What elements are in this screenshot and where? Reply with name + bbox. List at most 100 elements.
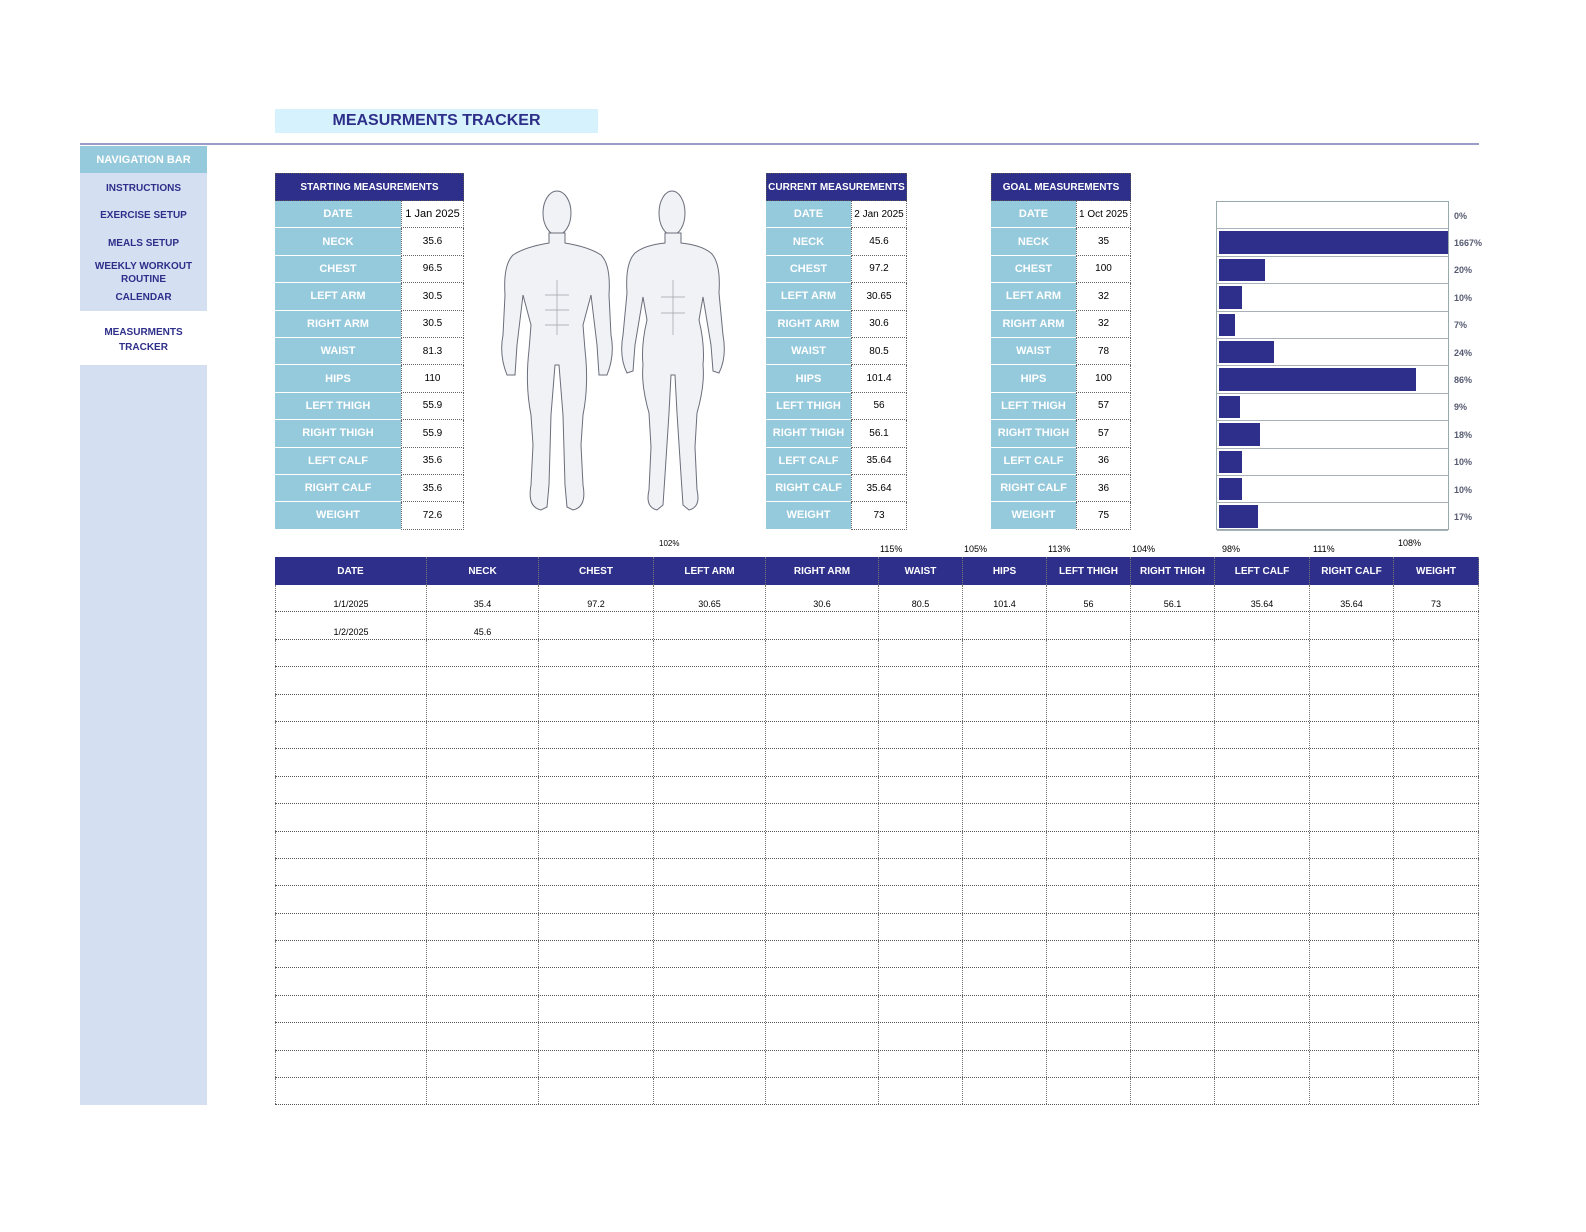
log-cell[interactable] bbox=[1047, 694, 1131, 721]
log-cell[interactable] bbox=[1394, 1023, 1479, 1050]
log-cell[interactable] bbox=[427, 667, 539, 694]
log-cell[interactable] bbox=[879, 776, 963, 804]
log-cell[interactable] bbox=[539, 749, 654, 776]
log-cell[interactable] bbox=[1215, 1023, 1310, 1050]
log-cell[interactable] bbox=[963, 694, 1047, 721]
log-cell[interactable] bbox=[1310, 858, 1394, 886]
starting-value-right-arm[interactable]: 30.5 bbox=[401, 310, 464, 338]
current-value-neck[interactable]: 45.6 bbox=[851, 228, 907, 256]
log-cell[interactable] bbox=[879, 831, 963, 858]
log-cell[interactable] bbox=[963, 1050, 1047, 1078]
log-cell[interactable]: 35.64 bbox=[1310, 585, 1394, 612]
log-cell[interactable] bbox=[1047, 721, 1131, 749]
current-value-chest[interactable]: 97.2 bbox=[851, 255, 907, 284]
log-cell[interactable] bbox=[1131, 749, 1215, 776]
log-cell[interactable] bbox=[879, 858, 963, 886]
log-cell[interactable] bbox=[963, 612, 1047, 639]
log-cell[interactable] bbox=[963, 886, 1047, 913]
log-cell[interactable] bbox=[1394, 804, 1479, 831]
log-cell[interactable] bbox=[654, 941, 766, 968]
log-cell[interactable] bbox=[963, 639, 1047, 667]
log-cell[interactable] bbox=[654, 804, 766, 831]
log-cell[interactable] bbox=[427, 721, 539, 749]
log-cell[interactable] bbox=[1131, 1078, 1215, 1105]
log-cell[interactable] bbox=[275, 913, 427, 941]
log-cell[interactable] bbox=[766, 667, 879, 694]
log-cell[interactable] bbox=[963, 749, 1047, 776]
log-cell[interactable] bbox=[766, 749, 879, 776]
log-cell[interactable]: 35.4 bbox=[427, 585, 539, 612]
nav-item-meals-setup[interactable]: MEALS SETUP bbox=[107, 238, 180, 249]
starting-value-right-thigh[interactable]: 55.9 bbox=[401, 420, 464, 448]
starting-value-waist[interactable]: 81.3 bbox=[401, 337, 464, 366]
goal-value-weight[interactable]: 75 bbox=[1076, 502, 1131, 530]
log-cell[interactable] bbox=[879, 721, 963, 749]
log-cell[interactable] bbox=[427, 694, 539, 721]
log-cell[interactable] bbox=[1394, 639, 1479, 667]
log-cell[interactable] bbox=[1131, 804, 1215, 831]
goal-value-left-arm[interactable]: 32 bbox=[1076, 283, 1131, 311]
log-cell[interactable] bbox=[1047, 913, 1131, 941]
log-cell[interactable] bbox=[879, 1050, 963, 1078]
log-cell[interactable] bbox=[1394, 968, 1479, 995]
log-cell[interactable] bbox=[539, 886, 654, 913]
log-cell[interactable] bbox=[1047, 831, 1131, 858]
log-cell[interactable] bbox=[1215, 721, 1310, 749]
log-cell[interactable] bbox=[1310, 1078, 1394, 1105]
log-cell[interactable] bbox=[1310, 913, 1394, 941]
log-cell[interactable] bbox=[963, 858, 1047, 886]
starting-value-chest[interactable]: 96.5 bbox=[401, 255, 464, 284]
log-cell[interactable] bbox=[879, 913, 963, 941]
log-cell[interactable] bbox=[1310, 995, 1394, 1023]
current-value-weight[interactable]: 73 bbox=[851, 502, 907, 530]
goal-value-left-thigh[interactable]: 57 bbox=[1076, 392, 1131, 421]
current-value-waist[interactable]: 80.5 bbox=[851, 337, 907, 366]
log-cell[interactable] bbox=[427, 1078, 539, 1105]
log-cell[interactable] bbox=[427, 995, 539, 1023]
log-cell[interactable] bbox=[879, 941, 963, 968]
current-value-left-calf[interactable]: 35.64 bbox=[851, 447, 907, 475]
log-cell[interactable] bbox=[654, 1023, 766, 1050]
log-cell[interactable] bbox=[766, 639, 879, 667]
log-cell[interactable] bbox=[1131, 858, 1215, 886]
starting-value-right-calf[interactable]: 35.6 bbox=[401, 474, 464, 503]
log-cell[interactable] bbox=[539, 694, 654, 721]
goal-value-right-calf[interactable]: 36 bbox=[1076, 474, 1131, 503]
current-value-right-arm[interactable]: 30.6 bbox=[851, 310, 907, 338]
log-cell[interactable] bbox=[1047, 968, 1131, 995]
log-cell[interactable] bbox=[275, 639, 427, 667]
log-cell[interactable] bbox=[1310, 749, 1394, 776]
log-cell[interactable] bbox=[427, 776, 539, 804]
log-cell[interactable]: 56 bbox=[1047, 585, 1131, 612]
log-cell[interactable] bbox=[1047, 858, 1131, 886]
log-cell[interactable] bbox=[1131, 694, 1215, 721]
log-cell[interactable] bbox=[1215, 941, 1310, 968]
log-cell[interactable] bbox=[1215, 858, 1310, 886]
log-cell[interactable] bbox=[963, 776, 1047, 804]
log-cell[interactable] bbox=[427, 886, 539, 913]
log-cell[interactable] bbox=[1215, 1050, 1310, 1078]
log-cell[interactable] bbox=[1394, 831, 1479, 858]
log-cell[interactable] bbox=[427, 1050, 539, 1078]
nav-item-measurements-tracker[interactable]: MEASURMENTS TRACKER bbox=[104, 327, 183, 353]
log-cell[interactable]: 73 bbox=[1394, 585, 1479, 612]
log-cell[interactable] bbox=[1310, 968, 1394, 995]
log-cell[interactable] bbox=[1394, 667, 1479, 694]
log-cell[interactable] bbox=[275, 694, 427, 721]
log-cell[interactable] bbox=[879, 749, 963, 776]
log-cell[interactable] bbox=[427, 941, 539, 968]
log-cell[interactable] bbox=[766, 1023, 879, 1050]
log-cell[interactable] bbox=[879, 995, 963, 1023]
log-cell[interactable] bbox=[275, 968, 427, 995]
log-cell[interactable] bbox=[427, 749, 539, 776]
log-cell[interactable] bbox=[654, 612, 766, 639]
log-cell[interactable] bbox=[1215, 995, 1310, 1023]
starting-value-left-arm[interactable]: 30.5 bbox=[401, 283, 464, 311]
log-cell[interactable] bbox=[1394, 941, 1479, 968]
log-cell[interactable] bbox=[275, 1078, 427, 1105]
log-cell[interactable]: 1/2/2025 bbox=[275, 612, 427, 639]
log-cell[interactable] bbox=[654, 667, 766, 694]
log-cell[interactable] bbox=[427, 913, 539, 941]
goal-value-neck[interactable]: 35 bbox=[1076, 228, 1131, 256]
log-cell[interactable] bbox=[1215, 749, 1310, 776]
